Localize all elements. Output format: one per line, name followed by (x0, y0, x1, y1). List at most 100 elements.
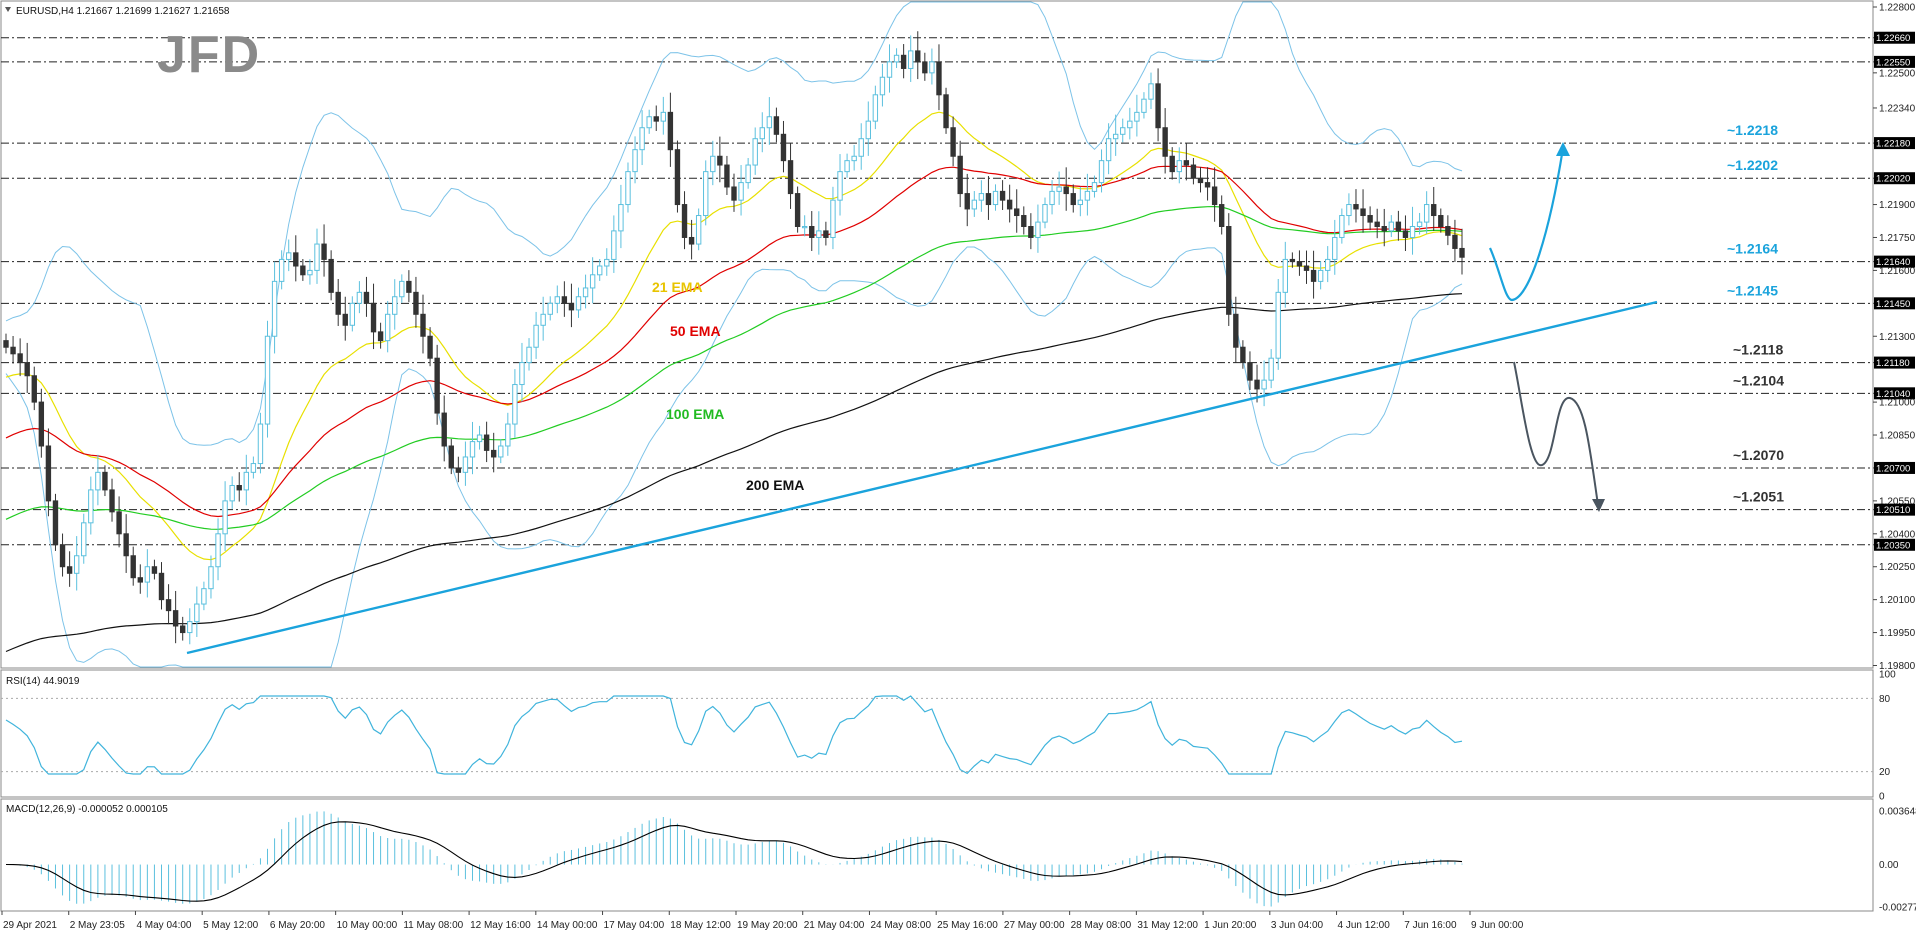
bear-candle (1381, 226, 1387, 232)
price-tick-label: 1.22800 (1879, 3, 1916, 14)
bear-candle (377, 331, 384, 342)
bear-candle (1310, 269, 1317, 282)
bull-candle (1282, 258, 1288, 293)
level-label: ~1.2118 (1733, 342, 1783, 358)
bull-candle (1098, 160, 1105, 184)
bull-candle (95, 471, 101, 491)
bear-candle (674, 149, 681, 206)
price-panel[interactable] (0, 0, 1874, 669)
bull-candle (611, 230, 617, 260)
bear-candle (1459, 247, 1465, 258)
price-level-box-label: 1.21640 (1876, 257, 1910, 268)
price-level-box (1874, 255, 1915, 268)
bull-candle (851, 155, 857, 162)
bear-candle (1402, 230, 1409, 238)
rsi-tick-label: 100 (1879, 670, 1896, 681)
time-tick-label: 1 Jun 20:00 (1204, 920, 1257, 931)
bear-candle (773, 116, 780, 135)
macd-signal-line (5, 821, 1463, 902)
time-tick-label: 6 May 20:00 (270, 920, 325, 931)
bear-candle (52, 500, 59, 546)
bull-candle (844, 160, 850, 173)
price-tick-label: 1.21600 (1879, 266, 1916, 277)
bear-candle (10, 346, 16, 355)
bull-candle (286, 252, 292, 260)
price-tick-label: 1.21900 (1879, 200, 1916, 211)
bull-candle (752, 138, 758, 166)
bull-candle (1035, 221, 1041, 238)
bull-candle (187, 621, 193, 634)
bear-candle (293, 252, 299, 267)
bull-candle (498, 445, 504, 458)
time-tick-label: 3 Jun 04:00 (1271, 920, 1324, 931)
bull-candle (1261, 379, 1267, 390)
bull-candle (1042, 204, 1048, 223)
bollinger-lower (5, 246, 1463, 668)
bull-candle (1332, 236, 1338, 260)
bear-candle (943, 94, 949, 129)
bear-candle (667, 111, 674, 151)
bull-candle (582, 287, 589, 298)
bull-candle (893, 54, 900, 63)
bull-candle (1268, 357, 1274, 381)
bear-candle (151, 566, 158, 574)
bull-candle (88, 489, 94, 524)
bear-candle (3, 340, 9, 348)
bull-candle (589, 274, 596, 289)
bull-candle (257, 423, 264, 465)
bull-candle (625, 171, 631, 206)
bear-candle (180, 625, 186, 634)
time-tick-label: 11 May 08:00 (403, 920, 463, 931)
bear-candle (45, 445, 52, 502)
bear-candle (957, 155, 963, 195)
bear-candle (1204, 182, 1211, 188)
price-level-box-label: 1.21450 (1876, 299, 1910, 310)
bull-candle (1112, 133, 1119, 140)
bull-candle (264, 335, 271, 425)
rsi-line (5, 695, 1463, 775)
price-tick-label: 1.22340 (1879, 103, 1916, 114)
price-tick-label: 1.19800 (1879, 661, 1916, 672)
bull-candle (1317, 269, 1324, 282)
bear-candle (1169, 155, 1175, 173)
support-trendline (186, 300, 1658, 655)
bear-candle (116, 511, 122, 535)
price-level-box (1874, 137, 1915, 150)
level-label: ~1.2164 (1727, 241, 1778, 257)
bear-candle (335, 291, 341, 315)
price-level-box-label: 1.21180 (1876, 358, 1910, 369)
bull-candle (992, 190, 999, 206)
bear-candle (427, 335, 433, 359)
bull-candle (1148, 83, 1154, 100)
time-tick-label: 19 May 20:00 (737, 920, 798, 931)
bull-candle (1275, 291, 1281, 359)
rsi-panel[interactable] (0, 669, 1874, 798)
bear-candle (950, 127, 956, 157)
bull-candle (201, 588, 207, 605)
bull-candle (801, 226, 808, 229)
bull-candle (695, 215, 702, 245)
price-level-box-label: 1.21040 (1876, 389, 1910, 400)
bear-candle (1452, 234, 1458, 249)
bear-candle (724, 164, 730, 188)
bull-candle (505, 423, 511, 447)
bear-candle (1247, 362, 1253, 381)
time-tick-label: 29 Apr 2021 (3, 920, 57, 931)
bull-candle (469, 441, 476, 458)
time-tick-label: 2 May 23:05 (70, 920, 125, 931)
price-tick-label: 1.20550 (1879, 496, 1916, 507)
macd-header: MACD(12,26,9) -0.000052 0.000105 (6, 804, 168, 815)
price-level-box-label: 1.20700 (1876, 463, 1910, 474)
macd-panel[interactable] (0, 798, 1874, 912)
bear-candle (102, 471, 108, 491)
bear-candle (370, 302, 377, 333)
bear-candle (1353, 204, 1359, 210)
level-label: ~1.2070 (1733, 447, 1784, 463)
price-level-box-label: 1.22020 (1876, 174, 1910, 185)
symbol-dropdown-icon[interactable] (5, 7, 11, 12)
bear-candle (1155, 83, 1161, 129)
bull-candle (1049, 190, 1055, 206)
bull-candle (646, 116, 652, 129)
bull-candle (476, 434, 483, 443)
time-tick-label: 7 Jun 16:00 (1404, 920, 1457, 931)
